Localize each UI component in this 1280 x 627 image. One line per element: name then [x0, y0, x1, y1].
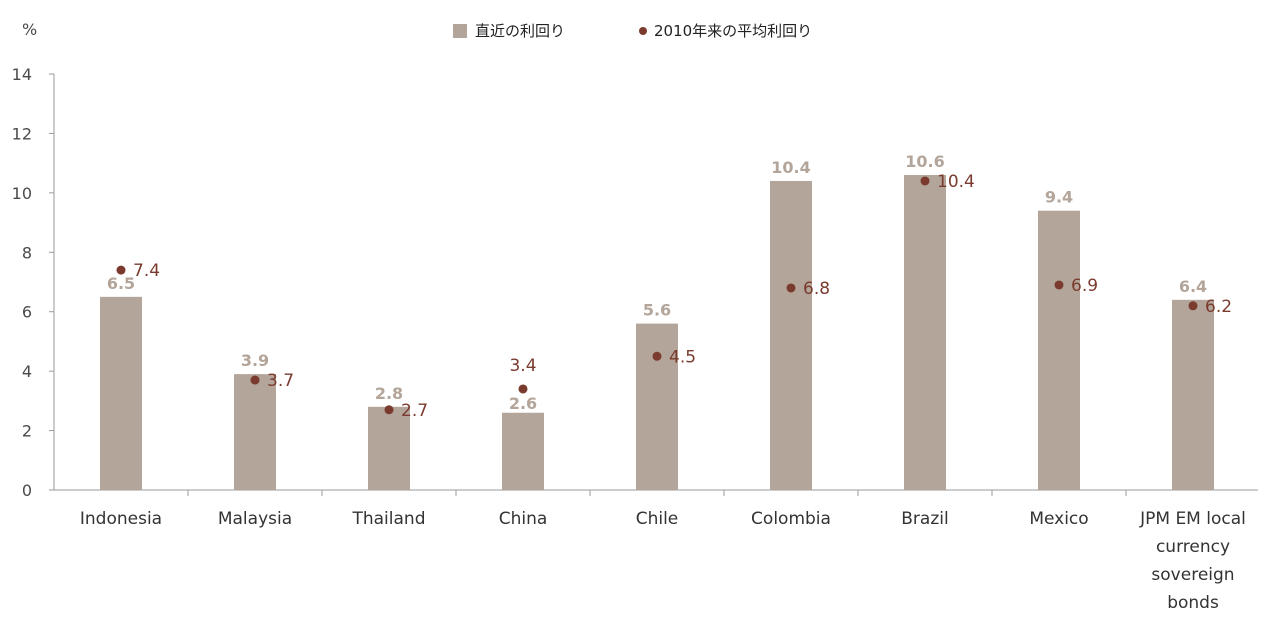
category-label: sovereign	[1151, 565, 1234, 585]
dot-value-label: 3.4	[509, 356, 536, 376]
bar-value-label: 10.6	[905, 152, 944, 171]
bar	[100, 296, 142, 490]
dot-value-label: 6.9	[1071, 276, 1098, 296]
y-tick-label: 8	[22, 243, 32, 262]
category-labels: Indonesia Malaysia Thailand China Chile Colom…	[80, 509, 1246, 613]
dot-value-label: 2.7	[401, 401, 428, 421]
dot-value-label: 10.4	[937, 172, 975, 192]
category-label: Mexico	[1029, 509, 1088, 529]
dot	[116, 265, 126, 275]
bar	[502, 412, 544, 490]
bar	[1172, 299, 1214, 490]
bar-value-label: 6.5	[107, 274, 135, 293]
bar-value-label: 5.6	[643, 301, 671, 320]
category-label: currency	[1156, 537, 1230, 557]
dot-value-label: 4.5	[669, 347, 696, 367]
dot	[786, 283, 796, 293]
bar-value-label: 3.9	[241, 351, 269, 370]
bar	[368, 406, 410, 490]
category-label: Colombia	[751, 509, 831, 529]
y-axis: 0 2 4 6 8 10 12 14	[12, 65, 55, 500]
bar-series: 6.53.92.82.65.610.4 10.69.46.4	[100, 152, 1214, 490]
dot	[920, 176, 930, 186]
bar-value-label: 2.8	[375, 384, 403, 403]
dot	[1188, 301, 1198, 311]
bar	[1038, 210, 1080, 490]
bar	[770, 180, 812, 490]
legend-bar-swatch	[453, 24, 467, 38]
y-tick-label: 10	[12, 184, 32, 203]
y-tick-label: 12	[12, 124, 32, 143]
bar-value-label: 6.4	[1179, 277, 1207, 296]
dot	[1054, 280, 1064, 290]
legend-dot-swatch	[639, 27, 647, 35]
legend: 直近の利回り 2010年来の平均利回り	[453, 22, 812, 40]
dot	[652, 351, 662, 361]
y-tick-label: 6	[22, 303, 32, 322]
y-tick-label: 2	[22, 422, 32, 441]
dot-value-label: 6.2	[1205, 297, 1232, 317]
category-label: Malaysia	[218, 509, 292, 529]
dot	[250, 375, 260, 385]
category-label: Indonesia	[80, 509, 162, 529]
category-label: China	[499, 509, 548, 529]
y-axis-unit-label: %	[22, 20, 37, 39]
category-label: Thailand	[351, 509, 425, 529]
y-tick-label: 0	[22, 481, 32, 500]
legend-dot-label: 2010年来の平均利回り	[654, 22, 812, 40]
dot-series: 7.4 3.7 2.7 3.4 4.5 6.8 10.4 6.9 6.2	[116, 172, 1232, 421]
bar	[904, 175, 946, 490]
dot-value-label: 7.4	[133, 261, 160, 281]
x-axis	[54, 489, 1258, 496]
legend-bar-label: 直近の利回り	[475, 22, 565, 40]
y-tick-label: 4	[22, 362, 32, 381]
bar	[636, 323, 678, 490]
dot-value-label: 3.7	[267, 371, 294, 391]
bar-value-label: 10.4	[771, 158, 810, 177]
bar-value-label: 9.4	[1045, 188, 1073, 207]
y-tick-label: 14	[12, 65, 32, 84]
category-label: bonds	[1167, 593, 1219, 613]
category-label: Chile	[636, 509, 679, 529]
category-label: Brazil	[901, 509, 948, 529]
dot	[518, 384, 528, 394]
bar-value-label: 2.6	[509, 394, 537, 413]
dot-value-label: 6.8	[803, 279, 830, 299]
dot	[384, 405, 394, 415]
category-label: JPM EM local	[1139, 509, 1246, 529]
bar	[234, 374, 276, 490]
